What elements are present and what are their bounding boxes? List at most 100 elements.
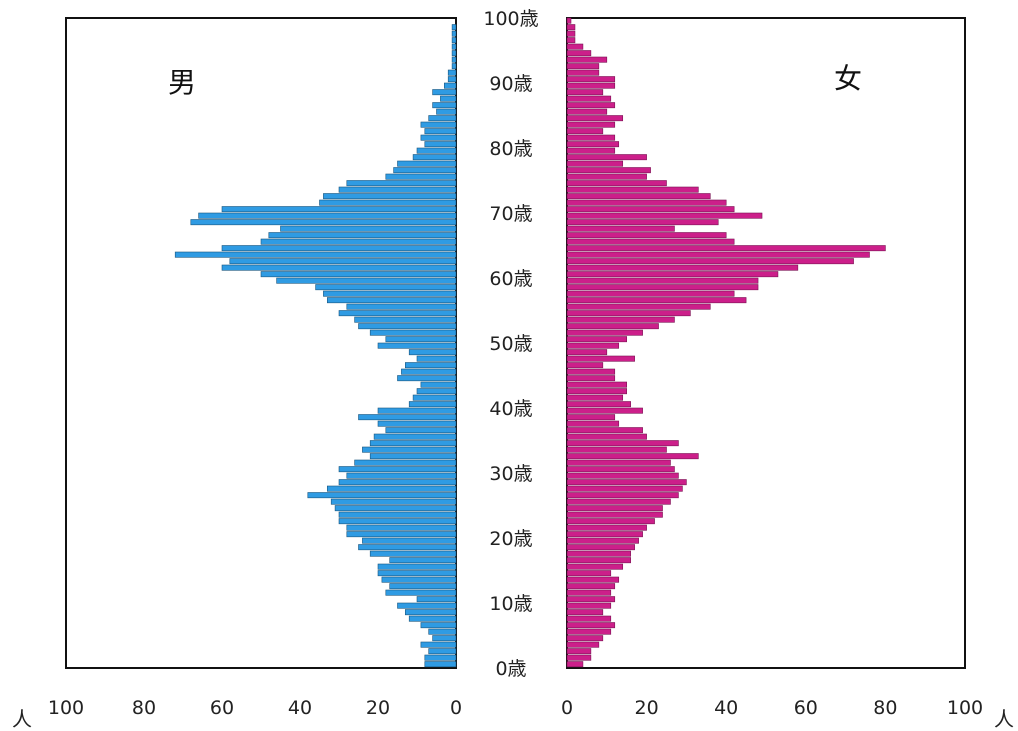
female-bar-age-36 [566,427,643,434]
male-bar-age-63 [174,251,457,258]
male-bar-age-49 [377,342,457,349]
male-bar-age-91 [447,69,457,76]
male-bar-age-47 [416,355,457,362]
male-bar-age-79 [416,147,457,154]
female-bar-age-84 [566,115,624,122]
male-bar-age-21 [346,524,457,531]
male-bar-age-34 [369,440,457,447]
male-panel: 男 [65,17,457,669]
female-bar-age-25 [566,498,671,505]
female-bar-age-20 [566,531,643,538]
female-bar-age-96 [566,37,576,44]
age-label-70: 70歳 [489,203,532,225]
female-bar-age-9 [566,602,612,609]
female-bar-age-16 [566,557,631,564]
female-tick-80: 80 [873,697,897,719]
female-bar-age-95 [566,43,584,50]
female-bar-age-34 [566,440,679,447]
male-tick-40: 40 [288,697,312,719]
male-panel-title: 男 [168,66,196,99]
age-label-10: 10歳 [489,593,532,615]
male-bar-age-29 [346,472,457,479]
female-bar-age-51 [566,329,643,336]
male-bar-age-17 [369,550,457,557]
male-bar-age-43 [420,381,457,388]
female-bar-age-50 [566,336,628,343]
male-bar-age-65 [260,238,457,245]
female-bar-age-98 [566,24,576,31]
female-bar-age-54 [566,310,691,317]
female-bar-age-41 [566,394,624,401]
female-bar-age-87 [566,95,612,102]
male-bar-age-37 [377,420,457,427]
female-bar-age-80 [566,141,620,148]
age-label-50: 50歳 [489,333,532,355]
male-bar-age-26 [307,492,457,499]
male-bar-age-97 [451,30,457,37]
female-bar-age-39 [566,407,643,414]
male-bar-age-83 [420,121,457,128]
female-bar-age-15 [566,563,624,570]
male-bar-age-10 [416,596,457,603]
female-bar-age-29 [566,472,679,479]
male-bar-age-74 [346,180,457,187]
male-bar-age-33 [362,446,457,453]
male-bar-age-60 [260,271,457,278]
male-bar-age-3 [420,641,457,648]
age-label-80: 80歳 [489,138,532,160]
female-bar-age-26 [566,492,679,499]
female-bar-age-45 [566,368,616,375]
male-bar-age-40 [408,401,457,408]
male-bar-age-68 [190,219,457,226]
female-tick-0: 0 [561,697,573,719]
male-bar-age-32 [369,453,457,460]
female-bar-age-92 [566,63,600,70]
female-bar-age-21 [566,524,647,531]
age-axis-labels: 0歳 10歳 20歳 30歳 40歳 50歳 60歳 70歳 80歳 90歳 100歳 [483,8,538,680]
female-bar-age-75 [566,173,647,180]
female-bar-age-81 [566,134,616,141]
male-bar-age-64 [221,245,457,252]
female-bar-age-40 [566,401,631,408]
female-bar-age-73 [566,186,699,193]
male-bar-age-94 [451,50,457,57]
female-bar-age-60 [566,271,779,278]
female-bar-age-31 [566,459,671,466]
male-unit-label: 人 [12,707,32,731]
female-bar-age-65 [566,238,735,245]
male-bar-age-36 [385,427,457,434]
female-bar-age-85 [566,108,608,115]
female-bars [566,17,886,668]
female-bar-age-38 [566,414,616,421]
male-bar-age-22 [338,518,457,525]
male-bar-age-19 [362,537,457,544]
female-panel-frame [566,17,966,669]
male-bar-age-72 [323,193,457,200]
female-bar-age-77 [566,160,624,167]
female-bar-age-18 [566,544,635,551]
male-bar-age-73 [338,186,457,193]
male-bar-age-67 [280,225,457,232]
male-bar-age-81 [420,134,457,141]
male-bar-age-61 [221,264,457,271]
male-bar-age-90 [447,76,457,83]
female-bar-age-66 [566,232,727,239]
male-bar-age-82 [424,128,457,135]
female-bar-age-3 [566,641,600,648]
male-bar-age-87 [440,95,457,102]
male-bar-age-30 [338,466,457,473]
male-bar-age-25 [330,498,457,505]
male-bar-age-4 [432,635,457,642]
female-bar-age-83 [566,121,616,128]
female-bar-age-67 [566,225,675,232]
female-tick-20: 20 [635,697,659,719]
age-label-100: 100歳 [483,8,538,30]
female-bar-age-79 [566,147,616,154]
female-bar-age-57 [566,290,735,297]
male-bar-age-85 [436,108,457,115]
age-label-40: 40歳 [489,398,532,420]
female-bar-age-78 [566,154,647,161]
male-bars [174,24,457,668]
female-bar-age-58 [566,284,759,291]
male-bar-age-20 [346,531,457,538]
